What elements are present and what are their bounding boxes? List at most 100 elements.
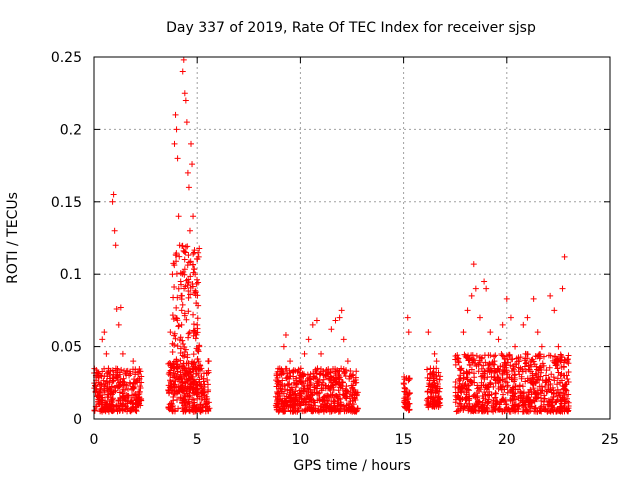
data-point xyxy=(305,336,312,343)
data-point xyxy=(561,400,568,407)
data-point xyxy=(167,377,174,384)
data-point xyxy=(500,391,507,398)
data-point xyxy=(341,369,348,376)
data-point xyxy=(347,367,354,374)
data-point xyxy=(307,389,314,396)
data-point xyxy=(551,377,558,384)
data-point xyxy=(478,355,485,362)
data-point xyxy=(492,394,499,401)
data-point xyxy=(301,387,308,394)
data-point xyxy=(103,385,110,392)
data-point xyxy=(548,371,555,378)
data-point xyxy=(545,376,552,383)
data-point xyxy=(181,256,188,263)
data-point xyxy=(292,397,299,404)
data-point xyxy=(138,397,145,404)
data-point xyxy=(406,406,413,413)
data-point xyxy=(317,371,324,378)
data-point xyxy=(183,390,190,397)
data-point xyxy=(181,312,188,319)
data-point xyxy=(129,399,136,406)
data-point xyxy=(477,386,484,393)
data-point xyxy=(179,68,186,75)
data-point xyxy=(559,285,566,292)
data-point xyxy=(274,394,281,401)
data-point xyxy=(455,359,462,366)
data-point xyxy=(287,358,294,365)
data-point xyxy=(517,354,524,361)
data-point xyxy=(179,384,186,391)
data-point xyxy=(554,386,561,393)
data-point xyxy=(507,314,514,321)
data-point xyxy=(528,391,535,398)
data-point xyxy=(531,361,538,368)
data-point xyxy=(124,393,131,400)
data-point xyxy=(182,249,189,256)
data-point xyxy=(430,402,437,409)
data-point xyxy=(132,371,139,378)
data-point xyxy=(185,294,192,301)
data-point xyxy=(185,308,192,315)
data-point xyxy=(437,395,444,402)
data-point xyxy=(190,213,197,220)
data-point xyxy=(136,368,143,375)
data-point xyxy=(532,370,539,377)
data-point xyxy=(332,370,339,377)
data-point xyxy=(344,358,351,365)
data-point xyxy=(554,375,561,382)
data-point xyxy=(114,375,121,382)
data-point xyxy=(428,389,435,396)
data-point xyxy=(172,111,179,118)
data-point xyxy=(167,329,174,336)
data-point xyxy=(317,403,324,410)
y-tick-label: 0.1 xyxy=(60,267,82,283)
data-point xyxy=(132,366,139,373)
data-point xyxy=(184,377,191,384)
data-point xyxy=(173,363,180,370)
data-point xyxy=(517,365,524,372)
data-point xyxy=(184,169,191,176)
data-point xyxy=(174,294,181,301)
data-point xyxy=(481,376,488,383)
data-point xyxy=(114,403,121,410)
data-point xyxy=(185,366,192,373)
data-point xyxy=(170,381,177,388)
data-point xyxy=(186,407,193,414)
data-point xyxy=(565,360,572,367)
y-tick-label: 0.25 xyxy=(51,50,82,66)
data-point xyxy=(190,261,197,268)
data-point xyxy=(193,370,200,377)
data-point xyxy=(107,387,114,394)
data-point xyxy=(279,397,286,404)
data-point xyxy=(555,393,562,400)
data-point xyxy=(478,379,485,386)
data-point xyxy=(179,379,186,386)
data-point xyxy=(558,354,565,361)
data-point xyxy=(332,317,339,324)
data-point xyxy=(479,393,486,400)
data-point xyxy=(205,358,212,365)
data-point xyxy=(122,405,129,412)
data-point xyxy=(106,379,113,386)
data-point xyxy=(193,386,200,393)
data-point xyxy=(523,408,530,415)
data-point xyxy=(322,382,329,389)
data-point xyxy=(127,408,134,415)
data-point xyxy=(183,360,190,367)
data-point xyxy=(474,382,481,389)
data-point xyxy=(275,390,282,397)
data-point xyxy=(402,401,409,408)
data-point xyxy=(193,300,200,307)
data-point xyxy=(174,343,181,350)
data-point xyxy=(130,358,137,365)
data-point xyxy=(320,376,327,383)
data-point xyxy=(312,402,319,409)
data-point xyxy=(311,399,318,406)
data-point xyxy=(326,403,333,410)
data-point xyxy=(185,252,192,259)
data-point xyxy=(184,262,191,269)
data-point xyxy=(504,352,511,359)
data-point xyxy=(479,372,486,379)
data-point xyxy=(186,369,193,376)
data-point xyxy=(565,391,572,398)
